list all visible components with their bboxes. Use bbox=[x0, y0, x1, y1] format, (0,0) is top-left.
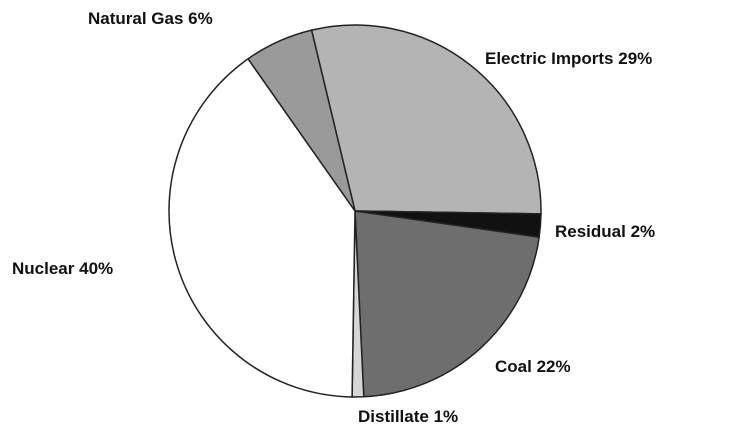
slice-label: Residual 2% bbox=[555, 222, 655, 241]
slice-name: Electric Imports bbox=[485, 49, 614, 68]
slice-name: Coal bbox=[495, 357, 532, 376]
slice-name: Nuclear bbox=[12, 259, 75, 278]
slice-value: 40% bbox=[79, 259, 113, 278]
slice-value: 22% bbox=[537, 357, 571, 376]
slice-label: Distillate 1% bbox=[358, 407, 458, 426]
slice-label: Coal 22% bbox=[495, 357, 571, 376]
slice-value: 2% bbox=[631, 222, 656, 241]
pie-slice bbox=[354, 210, 540, 398]
slice-name: Residual bbox=[555, 222, 626, 241]
slice-label: Natural Gas 6% bbox=[88, 9, 213, 28]
slice-label: Electric Imports 29% bbox=[485, 49, 652, 68]
pie-slice bbox=[310, 24, 542, 215]
pie-slice bbox=[247, 29, 356, 212]
slice-label: Nuclear 40% bbox=[12, 259, 113, 278]
pie-slice bbox=[168, 57, 356, 398]
slice-value: 1% bbox=[434, 407, 459, 426]
slice-name: Natural Gas bbox=[88, 9, 183, 28]
slice-value: 6% bbox=[188, 9, 213, 28]
slice-name: Distillate bbox=[358, 407, 429, 426]
slice-value: 29% bbox=[618, 49, 652, 68]
